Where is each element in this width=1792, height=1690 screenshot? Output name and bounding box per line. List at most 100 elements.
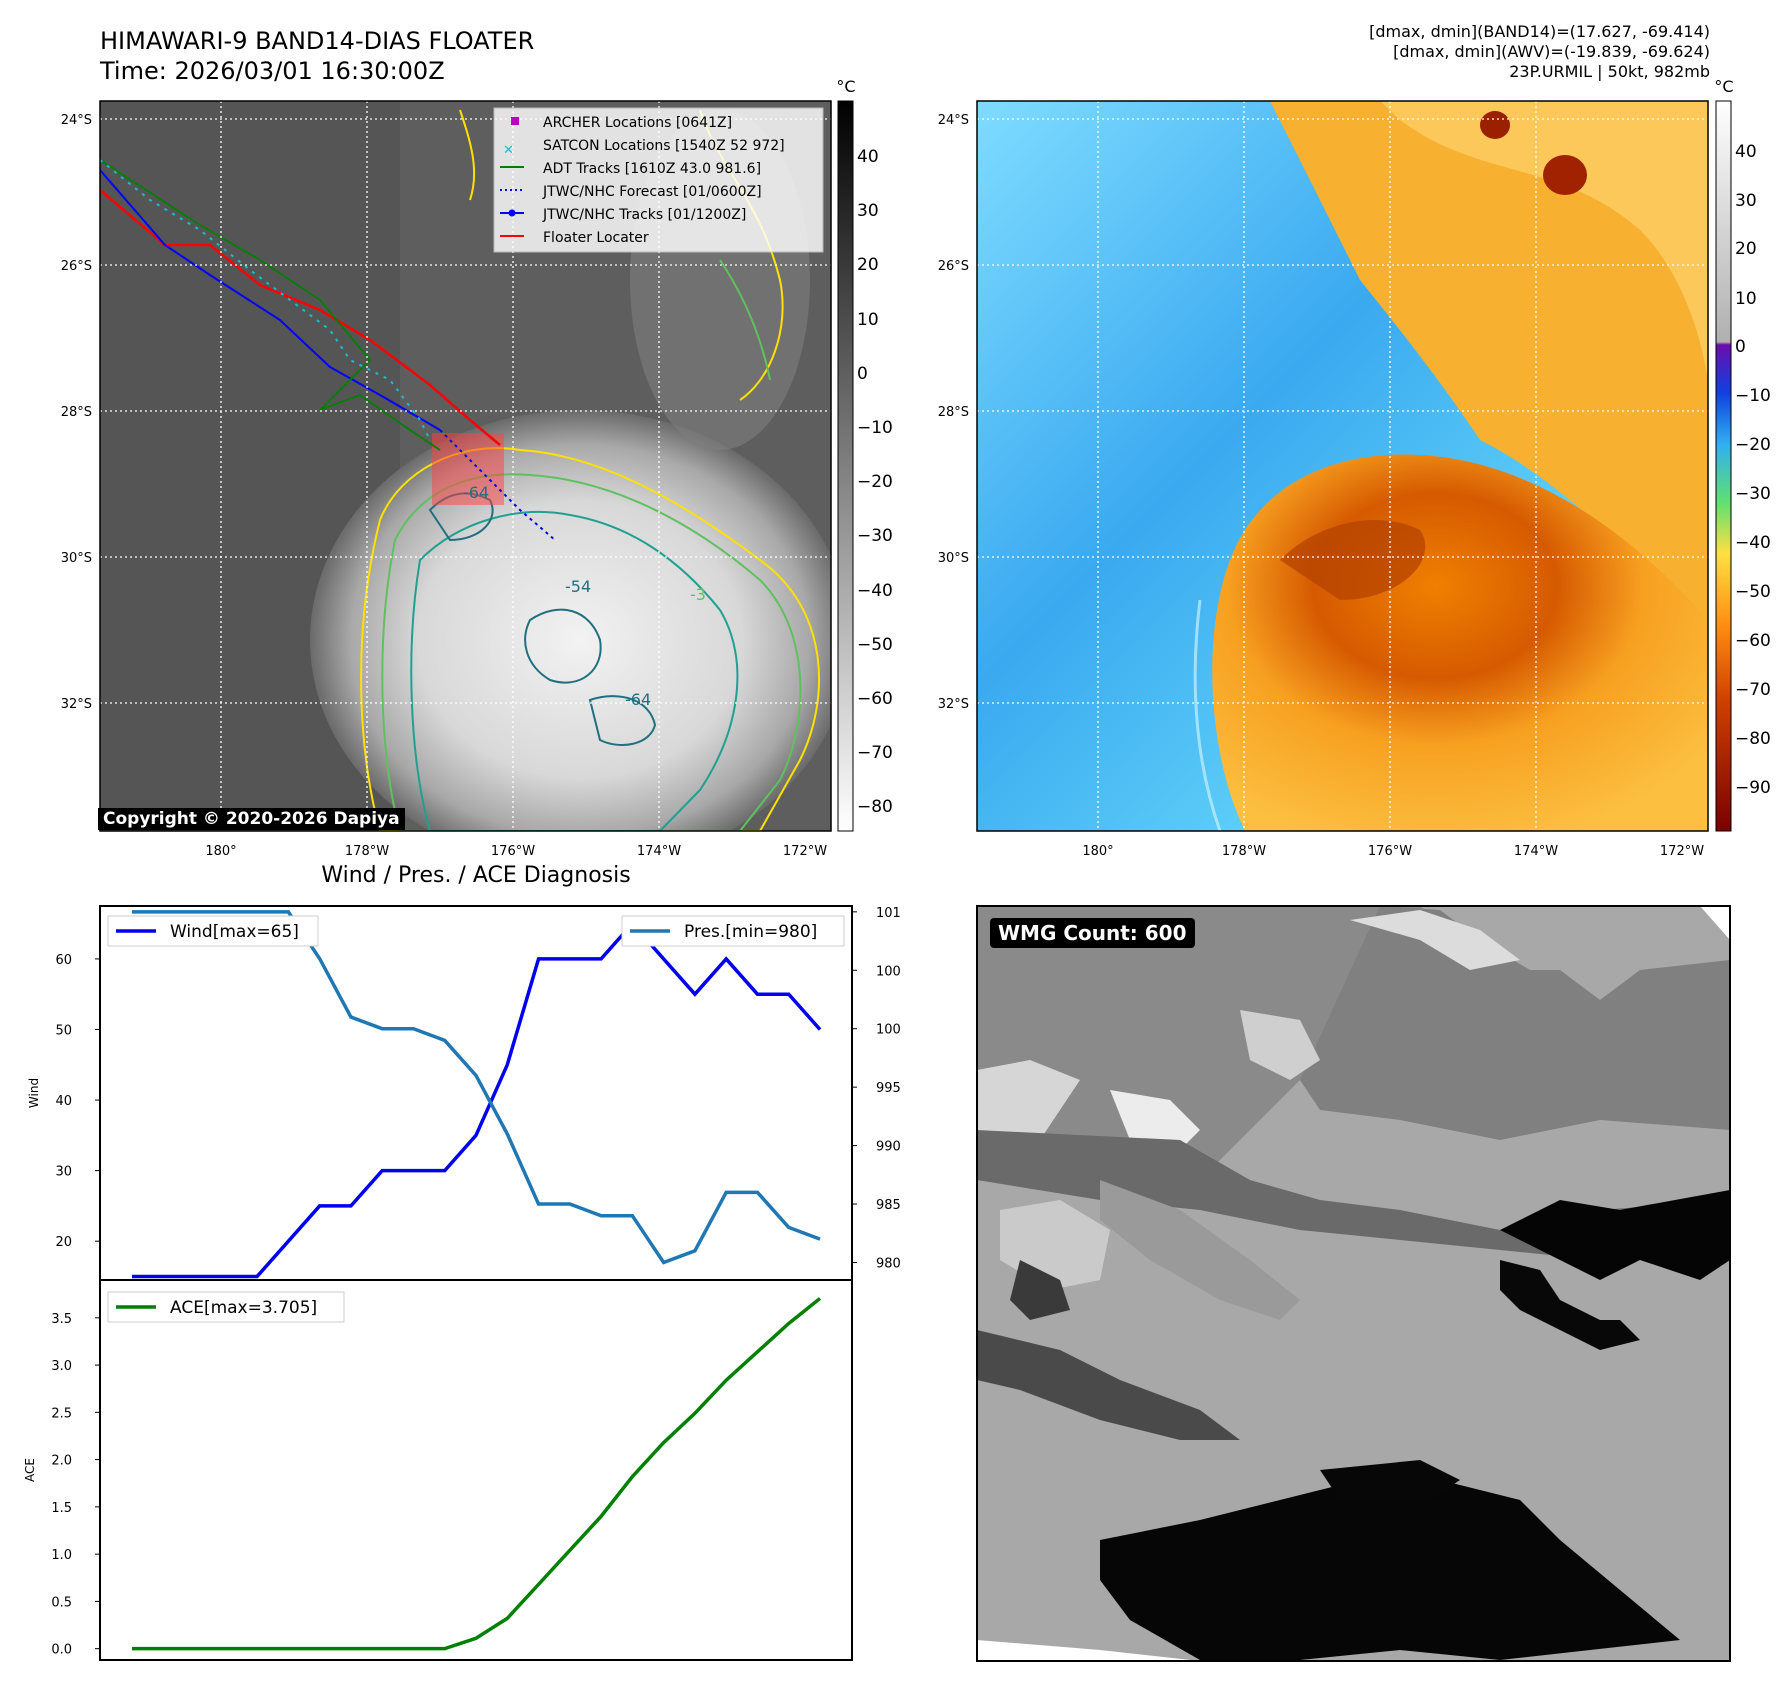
contour-label-1: -64 <box>463 483 489 502</box>
gray-colorbar-ticks: 40 30 20 10 0 −10 −20 −30 −40 −50 −60 −7… <box>857 147 893 817</box>
svg-text:40: 40 <box>1735 142 1757 162</box>
legend-x-marker: ✕ <box>503 143 514 158</box>
pressure-tick-label: 1005 <box>876 964 900 979</box>
ace-tick-label: 2.0 <box>51 1454 72 1469</box>
ace-tick-label: 1.0 <box>51 1548 72 1563</box>
svg-text:−80: −80 <box>1735 729 1771 749</box>
jtwc-track <box>100 169 441 431</box>
svg-text:180°: 180° <box>1082 844 1113 859</box>
svg-text:0: 0 <box>857 364 868 384</box>
svg-text:172°W: 172°W <box>783 844 827 859</box>
wmg-count-badge: WMG Count: 600 <box>990 918 1195 948</box>
wind-legend-label: Wind[max=65] <box>170 922 299 942</box>
svg-text:10: 10 <box>857 310 879 330</box>
ace-tick-label: 3.5 <box>51 1312 72 1327</box>
svg-text:174°W: 174°W <box>1514 844 1558 859</box>
pressure-tick-label: 1000 <box>876 1023 900 1038</box>
svg-text:−60: −60 <box>1735 631 1771 651</box>
svg-text:28°S: 28°S <box>938 405 969 420</box>
legend-forecast: JTWC/NHC Forecast [01/0600Z] <box>542 184 762 200</box>
pressure-tick-label: 995 <box>876 1081 900 1096</box>
adt-track <box>100 159 441 451</box>
svg-text:178°W: 178°W <box>1222 844 1266 859</box>
wind-tick-label: 30 <box>55 1165 72 1180</box>
svg-text:26°S: 26°S <box>938 259 969 274</box>
svg-text:40: 40 <box>857 147 879 167</box>
ir-legend: ✕ ARCHER Locations [0641Z] SATCON Locati… <box>493 107 824 253</box>
legend-satcon: SATCON Locations [1540Z 52 972] <box>543 138 785 154</box>
svg-text:10: 10 <box>1735 289 1757 309</box>
svg-text:24°S: 24°S <box>61 113 92 128</box>
ir-image: -64 -54 -64 -3 <box>100 101 831 831</box>
ace-plot-frame <box>99 1279 853 1661</box>
contour-label-4: -3 <box>690 585 706 604</box>
title-line-2: Time: 2026/03/01 16:30:00Z <box>100 57 445 85</box>
svg-text:20: 20 <box>1735 239 1757 259</box>
wind-series-line <box>132 921 822 1279</box>
svg-text:30°S: 30°S <box>61 551 92 566</box>
svg-text:30: 30 <box>1735 191 1757 211</box>
ace-tick-label: 2.5 <box>51 1406 72 1421</box>
svg-text:24°S: 24°S <box>938 113 969 128</box>
ir-lat-labels: 24°S 26°S 28°S 30°S 32°S <box>61 113 92 712</box>
ir-map-panel: -64 -54 -64 -3 ✕ ARCHER Locations [0641Z… <box>61 77 1771 859</box>
awv-image <box>977 101 1708 831</box>
svg-text:°C: °C <box>836 77 855 96</box>
svg-text:30: 30 <box>857 201 879 221</box>
diagnosis-title: Wind / Pres. / ACE Diagnosis <box>321 863 631 888</box>
pressure-legend-label: Pres.[min=980] <box>684 922 817 942</box>
jtwc-forecast <box>439 429 556 541</box>
copyright-badge: Copyright © 2020-2026 Dapiya <box>98 808 405 830</box>
diagnosis-charts: 20 30 40 50 60 980 985 990 995 1000 1005 1010 Wind Pr… <box>23 905 900 1661</box>
svg-text:−10: −10 <box>1735 386 1771 406</box>
svg-text:−50: −50 <box>857 635 893 655</box>
stats-line-3: 23P.URMIL | 50kt, 982mb <box>1509 62 1710 81</box>
awv-lat-labels: 24°S 26°S 28°S 30°S 32°S <box>938 113 969 712</box>
ace-series-line <box>132 1297 822 1651</box>
wmg-panel <box>976 905 1731 1662</box>
stats-line-1: [dmax, dmin](BAND14)=(17.627, -69.414) <box>1369 22 1710 41</box>
svg-text:−30: −30 <box>1735 484 1771 504</box>
svg-text:26°S: 26°S <box>61 259 92 274</box>
ace-panel: 0.0 0.5 1.0 1.5 2.0 2.5 3.0 3.5 ACE ACE[max=3.705… <box>23 1279 853 1661</box>
svg-text:28°S: 28°S <box>61 405 92 420</box>
legend-adt: ADT Tracks [1610Z 43.0 981.6] <box>543 161 761 177</box>
legend-tracks: JTWC/NHC Tracks [01/1200Z] <box>542 207 746 223</box>
pressure-tick-label: 980 <box>876 1256 900 1271</box>
pressure-tick-label: 1010 <box>876 906 900 921</box>
svg-text:32°S: 32°S <box>61 697 92 712</box>
svg-text:−20: −20 <box>857 472 893 492</box>
legend-floater: Floater Locater <box>543 230 649 246</box>
svg-text:176°W: 176°W <box>491 844 535 859</box>
title-line-1: HIMAWARI-9 BAND14-DIAS FLOATER <box>100 27 535 55</box>
pressure-tick-label: 990 <box>876 1140 900 1155</box>
svg-text:−80: −80 <box>857 797 893 817</box>
floater-track <box>100 189 501 446</box>
pressure-series-line <box>132 910 821 1265</box>
figure-title: HIMAWARI-9 BAND14-DIAS FLOATER Time: 202… <box>100 26 534 86</box>
floater-box <box>432 433 504 505</box>
ace-tick-label: 0.5 <box>51 1595 72 1610</box>
satcon-track <box>100 159 431 441</box>
svg-text:32°S: 32°S <box>938 697 969 712</box>
svg-text:−10: −10 <box>857 418 893 438</box>
legend-square-marker <box>511 117 519 125</box>
wind-tick-label: 40 <box>55 1094 72 1109</box>
contour-label-3: -64 <box>625 690 651 709</box>
color-colorbar: °C 40 30 20 10 0 −10 −20 −30 −40 −50 −60… <box>1714 77 1771 832</box>
svg-text:20: 20 <box>857 255 879 275</box>
svg-text:−40: −40 <box>857 581 893 601</box>
wind-axis-label: Wind <box>27 1078 41 1108</box>
awv-gridlines <box>977 101 1708 831</box>
ace-axis-label: ACE <box>23 1458 37 1482</box>
svg-text:−50: −50 <box>1735 582 1771 602</box>
awv-lon-labels: 180° 178°W 176°W 174°W 172°W <box>1082 844 1704 859</box>
svg-text:°C: °C <box>1714 77 1733 96</box>
svg-text:−60: −60 <box>857 689 893 709</box>
svg-text:176°W: 176°W <box>1368 844 1412 859</box>
ace-tick-label: 3.0 <box>51 1359 72 1374</box>
gray-colorbar: °C 40 30 20 10 0 −10 −20 −30 −40 −50 −60… <box>836 77 893 832</box>
svg-text:−30: −30 <box>857 526 893 546</box>
svg-text:180°: 180° <box>205 844 236 859</box>
svg-text:−90: −90 <box>1735 778 1771 798</box>
